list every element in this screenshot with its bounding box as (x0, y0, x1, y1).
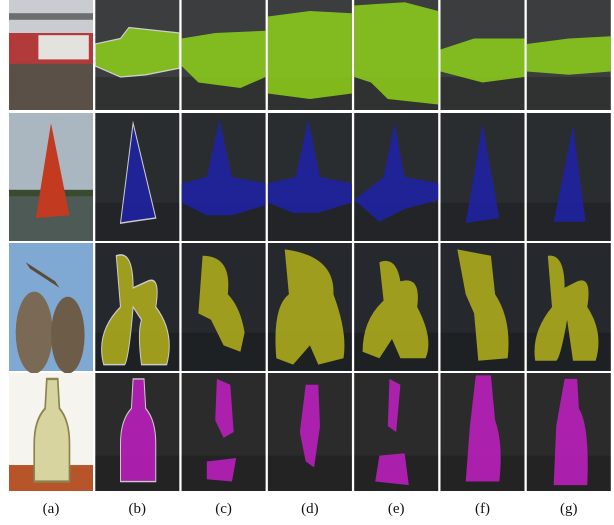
mask (119, 378, 157, 483)
column-label: (c) (215, 501, 232, 517)
panel (267, 0, 352, 110)
mask (362, 260, 429, 359)
panel (9, 0, 93, 110)
mask (181, 119, 266, 216)
photo-part (25, 262, 60, 288)
photo-part (38, 35, 89, 60)
panel (354, 0, 439, 110)
photo-part (51, 296, 85, 374)
mask (181, 30, 266, 89)
photo-part (33, 377, 71, 483)
panel (526, 0, 611, 110)
panel (9, 113, 93, 241)
panel (440, 243, 525, 371)
mask (440, 38, 525, 83)
mask (119, 120, 157, 224)
panel (267, 113, 352, 241)
mask (534, 255, 599, 361)
mask (553, 125, 586, 222)
column-label: (g) (560, 501, 578, 517)
column-label: (d) (301, 501, 319, 517)
panel (95, 113, 180, 241)
mask (526, 36, 611, 75)
mask (275, 249, 345, 365)
mask (299, 384, 320, 468)
panel (354, 373, 439, 491)
mask (101, 254, 170, 366)
panel (526, 113, 611, 241)
scene-hint (526, 77, 611, 110)
mask (267, 11, 352, 100)
panel (440, 0, 525, 110)
mask (94, 26, 180, 78)
panel (94, 0, 180, 110)
mask (457, 249, 509, 361)
panel (181, 373, 266, 491)
panel (267, 243, 352, 371)
panel (526, 243, 611, 371)
scene-hint (95, 77, 180, 110)
panel (354, 243, 439, 371)
photo-part (35, 123, 70, 218)
mask (465, 123, 500, 224)
mask (198, 255, 245, 352)
panel (181, 113, 266, 241)
panel (267, 373, 352, 491)
panel (95, 373, 180, 491)
panel (181, 0, 266, 110)
column-label: (e) (388, 501, 405, 517)
panel (440, 113, 525, 241)
mask (354, 2, 439, 105)
mask (553, 378, 588, 486)
panel (9, 373, 93, 491)
panel (440, 373, 525, 491)
panel (181, 243, 266, 371)
mask (206, 378, 237, 482)
mask (354, 123, 439, 222)
column-label: (f) (475, 501, 490, 517)
panel (526, 373, 611, 491)
photo-part (9, 13, 93, 20)
column-label: (b) (129, 501, 147, 517)
column-label: (a) (43, 501, 60, 517)
mask (465, 375, 501, 482)
photo-part (15, 291, 53, 374)
mask (375, 378, 409, 486)
panel (95, 243, 180, 371)
mask (267, 119, 352, 213)
panel (354, 113, 439, 241)
panel (9, 243, 93, 374)
